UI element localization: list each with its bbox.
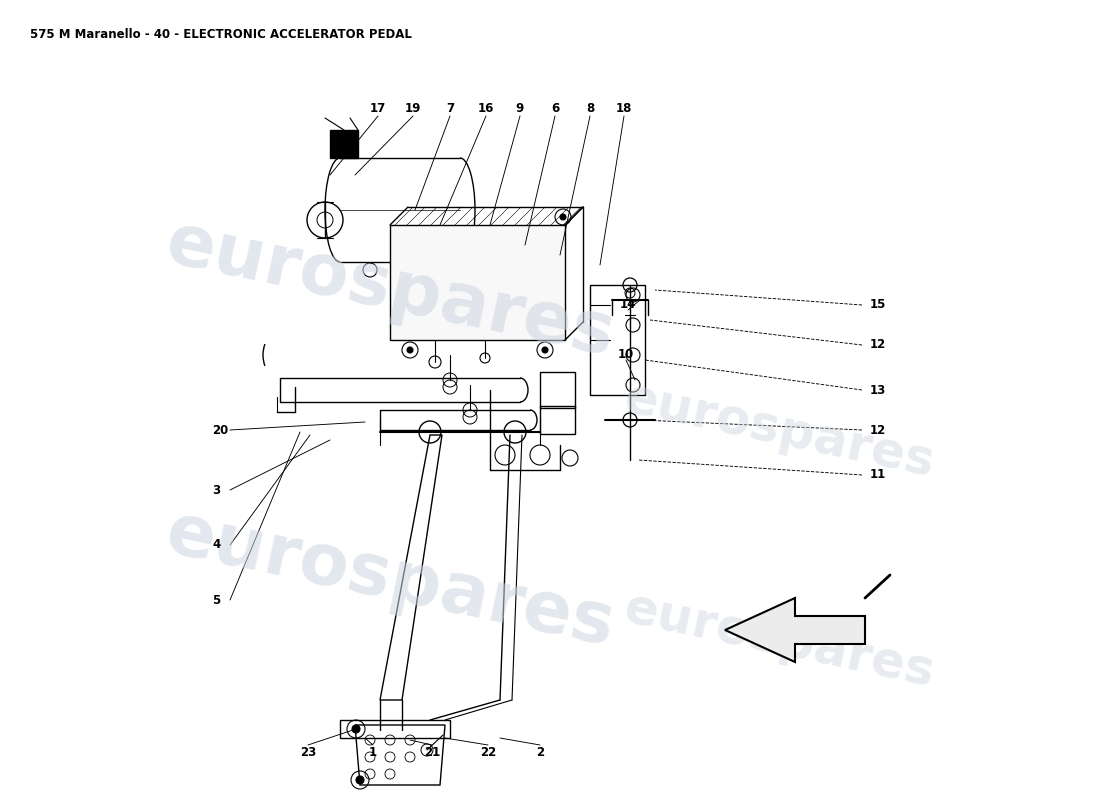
Text: 7: 7: [446, 102, 454, 114]
Text: eurospares: eurospares: [160, 209, 620, 371]
Text: eurospares: eurospares: [620, 584, 939, 696]
Text: 4: 4: [212, 538, 220, 551]
Text: 16: 16: [477, 102, 494, 114]
Text: eurospares: eurospares: [620, 374, 939, 486]
Text: 20: 20: [212, 423, 229, 437]
Text: 1: 1: [368, 746, 377, 759]
Bar: [390, 225, 565, 340]
Text: 12: 12: [870, 338, 887, 351]
Text: 17: 17: [370, 102, 386, 114]
Text: 8: 8: [586, 102, 594, 114]
Text: 6: 6: [551, 102, 559, 114]
Text: 13: 13: [870, 383, 887, 397]
Bar: [340, 720, 450, 738]
Text: 18: 18: [616, 102, 632, 114]
Text: 22: 22: [480, 746, 496, 759]
Text: 10: 10: [618, 349, 635, 362]
Text: 23: 23: [300, 746, 316, 759]
Text: 12: 12: [870, 423, 887, 437]
Text: 9: 9: [516, 102, 524, 114]
Circle shape: [542, 347, 548, 353]
Text: 14: 14: [620, 298, 637, 311]
Bar: [540, 406, 575, 434]
Polygon shape: [725, 598, 865, 662]
Circle shape: [407, 347, 412, 353]
Text: 3: 3: [212, 483, 220, 497]
Text: 21: 21: [424, 746, 440, 759]
Text: 575 M Maranello - 40 - ELECTRONIC ACCELERATOR PEDAL: 575 M Maranello - 40 - ELECTRONIC ACCELE…: [30, 28, 411, 41]
Circle shape: [560, 214, 566, 220]
Text: eurospares: eurospares: [160, 498, 620, 662]
Text: 19: 19: [405, 102, 421, 114]
Circle shape: [352, 725, 360, 733]
Text: 11: 11: [870, 469, 887, 482]
Text: 15: 15: [870, 298, 887, 311]
Text: 5: 5: [212, 594, 220, 606]
Text: 2: 2: [536, 746, 544, 759]
Circle shape: [356, 776, 364, 784]
Bar: [330, 130, 358, 158]
Bar: [540, 372, 575, 408]
